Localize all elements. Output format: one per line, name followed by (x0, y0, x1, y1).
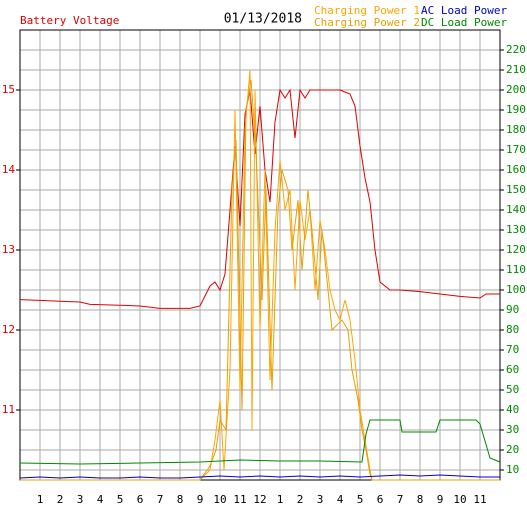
data-line (20, 69, 500, 481)
x-tick-label: 9 (437, 493, 444, 506)
x-tick-label: 10 (213, 493, 226, 506)
y2-tick-label: 40 (506, 403, 519, 416)
y2-tick-label: 200 (506, 83, 526, 96)
y2-tick-label: 170 (506, 143, 526, 156)
x-tick-label: 6 (377, 493, 384, 506)
y2-tick-label: 160 (506, 163, 526, 176)
y-tick-label: 12 (2, 323, 15, 336)
y2-tick-label: 210 (506, 63, 526, 76)
x-tick-label: 1 (37, 493, 44, 506)
data-line (19, 474, 500, 479)
x-tick-label: 1 (277, 493, 284, 506)
x-tick-label: 6 (137, 493, 144, 506)
y2-tick-label: 180 (506, 123, 526, 136)
legend-entry: Charging Power 2 (314, 16, 420, 29)
x-tick-label: 9 (197, 493, 204, 506)
y2-tick-label: 110 (506, 263, 526, 276)
y2-tick-label: 10 (506, 463, 519, 476)
x-tick-label: 8 (417, 493, 424, 506)
y2-tick-label: 70 (506, 343, 519, 356)
legend-entry: Charging Power 1 (314, 4, 420, 17)
x-tick-label: 7 (397, 493, 404, 506)
y2-tick-label: 150 (506, 183, 526, 196)
x-tick-label: 7 (157, 493, 164, 506)
data-line (20, 79, 500, 481)
y2-tick-label: 50 (506, 383, 519, 396)
legend-entry: AC Load Power (421, 4, 507, 17)
y2-tick-label: 60 (506, 363, 519, 376)
x-tick-label: 11 (473, 493, 486, 506)
y-tick-label: 15 (2, 83, 15, 96)
x-tick-label: 4 (337, 493, 344, 506)
x-tick-label: 2 (57, 493, 64, 506)
y-tick-label: 14 (2, 163, 16, 176)
x-tick-label: 4 (97, 493, 104, 506)
y2-tick-label: 80 (506, 323, 519, 336)
y2-tick-label: 190 (506, 103, 526, 116)
legend-entry: Battery Voltage (20, 14, 119, 27)
y2-tick-label: 90 (506, 303, 519, 316)
y2-tick-label: 30 (506, 423, 519, 436)
y2-tick-label: 100 (506, 283, 526, 296)
y-tick-label: 13 (2, 243, 15, 256)
legend-entry: DC Load Power (421, 16, 507, 29)
y2-tick-label: 130 (506, 223, 526, 236)
plot-border (19, 29, 501, 481)
data-line (19, 419, 501, 465)
y-tick-label: 11 (2, 403, 15, 416)
x-tick-label: 3 (317, 493, 324, 506)
y2-tick-label: 220 (506, 43, 526, 56)
y2-tick-label: 140 (506, 203, 526, 216)
x-tick-label: 5 (357, 493, 364, 506)
x-tick-label: 12 (253, 493, 266, 506)
x-tick-label: 11 (233, 493, 246, 506)
y2-tick-label: 120 (506, 243, 526, 256)
chart-title: 01/13/2018 (224, 12, 302, 27)
x-tick-label: 10 (453, 493, 466, 506)
data-line (19, 88, 500, 309)
x-tick-label: 5 (117, 493, 124, 506)
x-tick-label: 8 (177, 493, 184, 506)
x-tick-label: 2 (297, 493, 304, 506)
x-tick-label: 3 (77, 493, 84, 506)
y2-tick-label: 20 (506, 443, 519, 456)
